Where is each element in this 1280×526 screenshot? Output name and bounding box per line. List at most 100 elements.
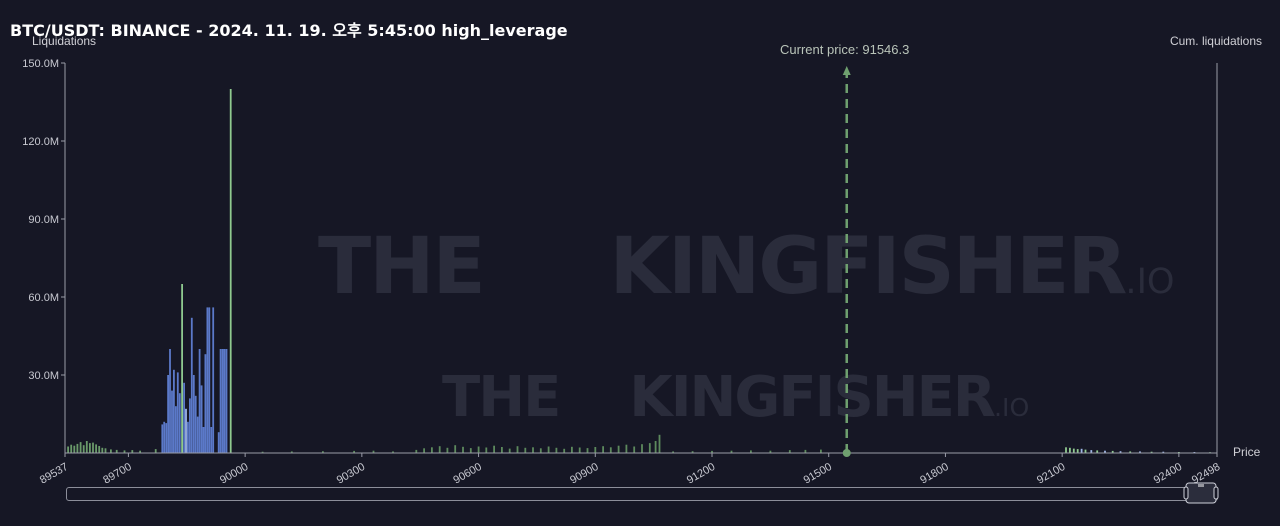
liquidation-bar (223, 349, 226, 453)
liquidation-bar (1065, 447, 1067, 453)
liquidation-bar (95, 444, 97, 453)
liquidation-bar (372, 450, 375, 453)
liquidation-bar (1111, 450, 1114, 453)
liquidation-bar (185, 408, 187, 453)
liquidation-bar (210, 427, 213, 453)
liquidation-bar (176, 372, 179, 453)
liquidation-bar (1096, 450, 1099, 453)
y-tick-label: 60.0M (28, 292, 59, 304)
liquidation-bar (1090, 450, 1093, 453)
liquidation-bar (648, 443, 651, 453)
liquidation-bar (641, 444, 643, 453)
liquidation-bar (115, 449, 118, 453)
liquidation-bar (788, 450, 791, 453)
liquidation-bar (67, 446, 69, 453)
liquidation-bar (202, 427, 205, 453)
liquidation-bar (194, 395, 197, 453)
liquidation-bar (485, 447, 488, 453)
liquidation-bar (192, 375, 195, 453)
liquidation-bar (1104, 450, 1106, 453)
liquidation-bar (219, 349, 222, 453)
range-handle-icon[interactable] (1183, 482, 1219, 504)
liquidation-bar (165, 423, 168, 453)
liquidation-bar (820, 449, 822, 453)
current-price-dot (842, 449, 851, 457)
liquidation-bar (1119, 451, 1122, 453)
liquidation-bar (769, 450, 772, 453)
x-tick-label: 89537 (38, 461, 70, 487)
liquidation-bar (1076, 449, 1079, 453)
y-tick-label: 120.0M (22, 136, 59, 148)
liquidation-bar (353, 450, 355, 453)
liquidation-bar (189, 398, 191, 453)
liquidation-bar (516, 446, 519, 453)
liquidation-bar (563, 448, 566, 453)
liquidation-bar (524, 447, 527, 453)
liquidation-bar (322, 451, 324, 453)
liquidation-bar (501, 447, 503, 453)
y-axis-label: Liquidations (32, 34, 97, 48)
liquidation-bar (76, 443, 79, 453)
liquidation-bar (173, 369, 175, 453)
liquidation-bar (586, 448, 589, 453)
liquidation-bar (139, 450, 141, 453)
liquidation-bar (532, 447, 534, 453)
liquidation-bar (212, 307, 215, 453)
liquidation-bar (123, 450, 126, 453)
liquidation-bar (594, 447, 597, 453)
liquidation-bar (261, 451, 264, 453)
liquidation-bar (431, 447, 433, 453)
liquidation-bar (104, 448, 107, 453)
liquidation-bar (1080, 448, 1083, 453)
liquidation-bar (225, 349, 228, 453)
liquidation-bar (187, 421, 189, 453)
liquidation-bar (493, 445, 495, 453)
liquidation-bar (178, 393, 181, 453)
liquidation-bar (82, 445, 85, 453)
current-price-label: Current price: 91546.3 (780, 42, 910, 57)
liquidation-bar (198, 349, 201, 453)
liquidation-bar (578, 447, 581, 453)
liquidation-bar (1129, 451, 1132, 453)
liquidation-bar (181, 284, 183, 453)
y-tick-label: 150.0M (22, 58, 59, 70)
x-tick-label: 91800 (918, 461, 950, 487)
liquidation-bar (423, 448, 425, 453)
liquidation-bar (208, 307, 211, 453)
liquidation-bar (730, 450, 733, 453)
liquidation-bars (67, 89, 1211, 453)
liquidation-bar (477, 446, 480, 453)
range-scrollbar[interactable] (66, 487, 1218, 501)
liquidation-bar (183, 382, 185, 453)
liquidation-bar (1162, 451, 1165, 453)
liquidation-bar (691, 451, 694, 453)
liquidation-bar (658, 434, 661, 453)
liquidation-bar (633, 446, 636, 453)
watermark-logo: THE KINGFISHER.IO (318, 222, 1175, 312)
x-axis-label: Price (1233, 445, 1261, 459)
liquidation-bar (1084, 449, 1087, 453)
liquidation-bar (617, 445, 620, 453)
y-tick-label: 90.0M (28, 214, 59, 226)
liquidation-bar (1072, 448, 1075, 453)
x-tick-label: 92400 (1152, 461, 1184, 487)
x-tick-label: 90000 (218, 461, 250, 487)
liquidation-bar (85, 441, 88, 453)
liquidation-bar (1139, 451, 1141, 453)
liquidation-bar (98, 446, 101, 453)
liquidation-bar (204, 354, 207, 453)
x-tick-label: 89700 (101, 461, 133, 487)
liquidation-bar (163, 421, 166, 453)
liquidation-bar (446, 447, 449, 453)
liquidation-bar (200, 385, 203, 453)
liquidation-bar (171, 390, 173, 453)
liquidation-bar (92, 442, 94, 453)
liquidation-bar (196, 416, 199, 453)
liquidation-bar (469, 448, 472, 453)
liquidation-bar (555, 447, 558, 453)
x-tick-label: 92100 (1035, 461, 1067, 487)
liquidation-bar (711, 450, 713, 453)
x-tick-label: 91500 (802, 461, 834, 487)
y2-axis-label: Cum. liquidations (1169, 34, 1262, 48)
